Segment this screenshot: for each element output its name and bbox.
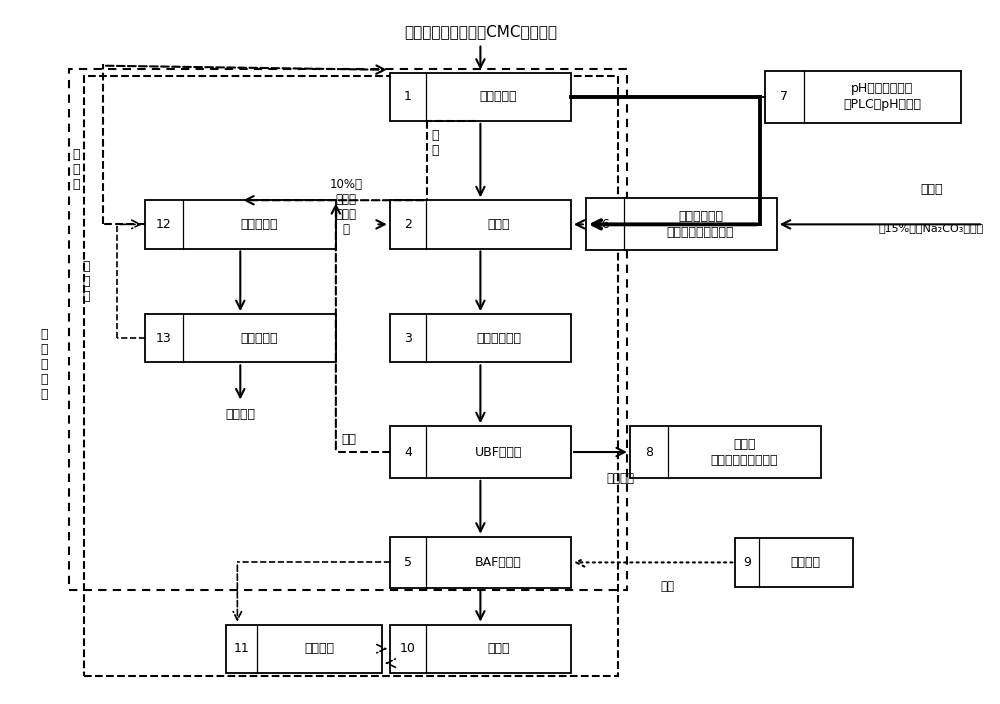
Text: 11: 11	[233, 642, 249, 655]
Text: 罗茨风机: 罗茨风机	[791, 556, 821, 569]
FancyBboxPatch shape	[390, 624, 571, 673]
Text: 反
冲
洗
排
水: 反 冲 洗 排 水	[41, 327, 48, 401]
Text: 集水池: 集水池	[487, 642, 510, 655]
Text: 中和池: 中和池	[487, 218, 510, 231]
Text: 10: 10	[400, 642, 416, 655]
Text: 1: 1	[404, 90, 412, 103]
Text: 3: 3	[404, 332, 412, 345]
FancyBboxPatch shape	[226, 624, 382, 673]
Text: 10%的
农用复
合肥溶
液: 10%的 农用复 合肥溶 液	[330, 178, 363, 236]
Text: 9: 9	[743, 556, 751, 569]
Text: （15%工业Na₂CO₃溶液）: （15%工业Na₂CO₃溶液）	[879, 222, 984, 233]
Text: 碱溶液: 碱溶液	[920, 183, 942, 196]
Text: 2: 2	[404, 218, 412, 231]
Text: 沼气柜
（柔性双膜储气柜）: 沼气柜 （柔性双膜储气柜）	[711, 438, 778, 467]
Text: 曝气: 曝气	[661, 580, 675, 593]
Text: 排泥: 排泥	[341, 433, 356, 446]
FancyBboxPatch shape	[145, 200, 336, 249]
FancyBboxPatch shape	[390, 73, 571, 121]
FancyBboxPatch shape	[586, 199, 777, 250]
Text: 6: 6	[601, 218, 609, 231]
Text: UBF反应器: UBF反应器	[475, 446, 522, 458]
Text: 板框压滤机: 板框压滤机	[241, 332, 278, 345]
Text: 压
滤
液: 压 滤 液	[82, 260, 90, 303]
Text: 8: 8	[645, 446, 653, 458]
FancyBboxPatch shape	[390, 200, 571, 249]
Text: 5: 5	[404, 556, 412, 569]
Text: 沼气收集: 沼气收集	[606, 472, 634, 485]
Text: 排
泥: 排 泥	[431, 130, 439, 157]
FancyBboxPatch shape	[390, 426, 571, 478]
FancyBboxPatch shape	[390, 536, 571, 589]
Text: 污泥浓缩池: 污泥浓缩池	[241, 218, 278, 231]
Text: 4: 4	[404, 446, 412, 458]
Text: pH在线控制系统
（PLC、pH电极）: pH在线控制系统 （PLC、pH电极）	[843, 82, 921, 111]
Text: 酸性羧甲基纤维素（CMC）冷凝液: 酸性羧甲基纤维素（CMC）冷凝液	[404, 24, 557, 39]
Text: 13: 13	[156, 332, 172, 345]
Text: 12: 12	[156, 218, 172, 231]
FancyBboxPatch shape	[765, 71, 961, 122]
Text: BAF反应器: BAF反应器	[475, 556, 522, 569]
FancyBboxPatch shape	[145, 314, 336, 363]
FancyBboxPatch shape	[630, 426, 821, 478]
Text: 耐腐蚀化工泵: 耐腐蚀化工泵	[476, 332, 521, 345]
Text: 上
清
液: 上 清 液	[72, 148, 79, 191]
FancyBboxPatch shape	[390, 314, 571, 363]
Text: 泥饼外运: 泥饼外运	[225, 408, 255, 420]
Text: 反冲洗泵: 反冲洗泵	[305, 642, 335, 655]
Text: 调节沉淀池: 调节沉淀池	[480, 90, 517, 103]
Text: 7: 7	[780, 90, 788, 103]
Text: 耐腐蚀计量泵
（变频隔膜计量泵）: 耐腐蚀计量泵 （变频隔膜计量泵）	[667, 210, 734, 239]
FancyBboxPatch shape	[735, 539, 853, 586]
